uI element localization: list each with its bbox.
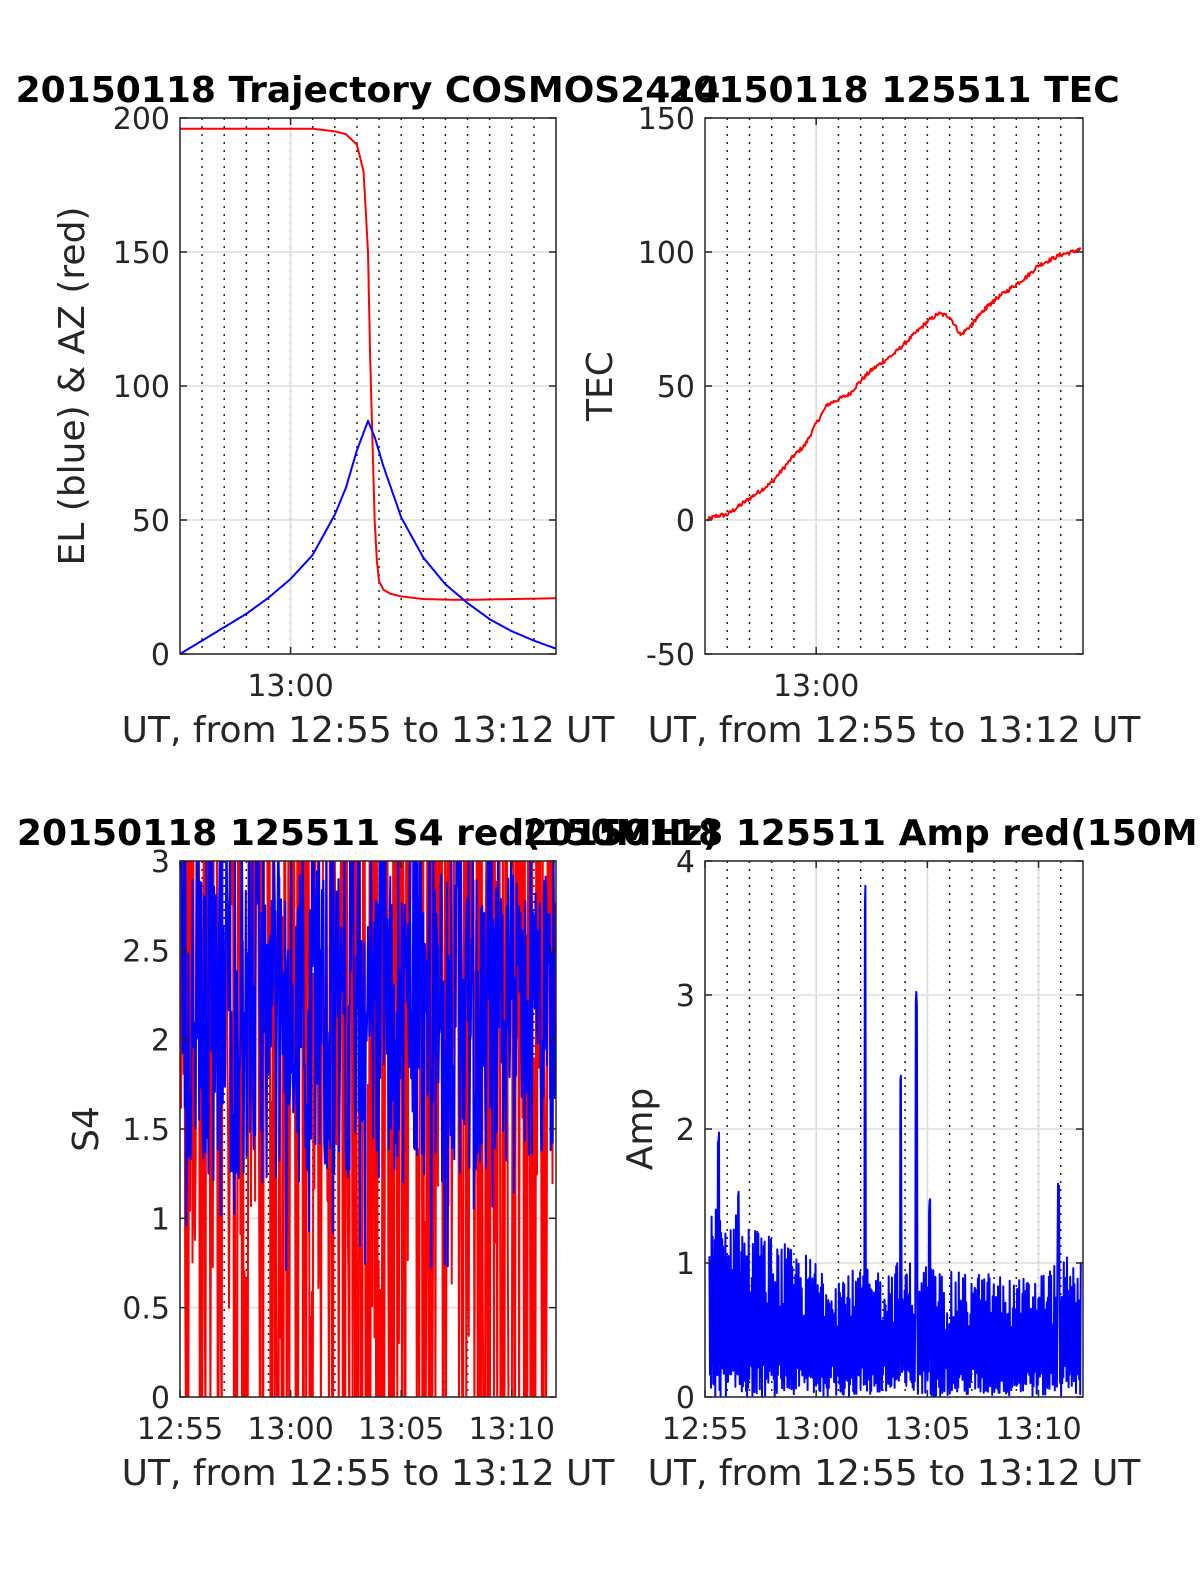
y-tick-label: 200: [113, 102, 170, 137]
y-tick-label: 0: [676, 1381, 695, 1416]
panel-amp: 20150118 125511 Amp red(150MHz) 0 1 2 3 4 12:…: [523, 813, 1200, 1494]
chart-title: 20150118 125511 S4 red(150MHz): [17, 813, 719, 854]
series-line: [180, 127, 556, 601]
y-tick-label: 0.5: [122, 1292, 170, 1327]
y-axis-label: S4: [66, 1106, 107, 1152]
y-tick-label: 50: [132, 504, 170, 539]
y-tick-label: 1: [151, 1202, 170, 1237]
x-axis-label: UT, from 12:55 to 13:12 UT: [122, 710, 616, 751]
chart-title: 20150118 125511 Amp red(150MHz): [523, 813, 1200, 854]
x-axis-label: UT, from 12:55 to 13:12 UT: [648, 710, 1142, 751]
panel-trajectory: 20150118 Trajectory COSMOS2414 0 50 100 150…: [16, 70, 721, 751]
x-tick-label: 13:10: [995, 1412, 1081, 1447]
x-tick-label: 13:00: [247, 1412, 333, 1447]
y-tick-label: 3: [151, 845, 170, 880]
panel-tec: 20150118 125511 TEC -50 0 50 100 150 13:00 UT…: [580, 70, 1141, 751]
x-tick-label: 13:05: [884, 1412, 970, 1447]
x-axis-label: UT, from 12:55 to 13:12 UT: [648, 1453, 1142, 1494]
series-line: [708, 884, 1082, 1397]
y-axis-label: Amp: [620, 1088, 661, 1171]
y-tick-label: 3: [676, 979, 695, 1014]
y-tick-label: 0: [151, 638, 170, 673]
y-axis-label: EL (blue) & AZ (red): [52, 207, 93, 566]
y-tick-label: 50: [657, 370, 695, 405]
y-tick-label: 2: [151, 1024, 170, 1059]
y-tick-label: 1.5: [122, 1113, 170, 1148]
x-tick-label: 13:05: [358, 1412, 444, 1447]
y-tick-label: 2: [676, 1113, 695, 1148]
y-axis-label: TEC: [580, 351, 621, 422]
x-tick-label: 13:00: [773, 1412, 859, 1447]
series-line: [180, 861, 556, 1272]
y-tick-label: 2.5: [122, 934, 170, 969]
x-axis-label: UT, from 12:55 to 13:12 UT: [122, 1453, 616, 1494]
y-tick-label: 4: [676, 845, 695, 880]
chart-title: 20150118 125511 TEC: [668, 70, 1119, 111]
y-tick-label: 150: [113, 236, 170, 271]
y-tick-label: 0: [151, 1381, 170, 1416]
y-tick-label: 100: [638, 236, 695, 271]
series-line: [706, 247, 1082, 522]
y-tick-label: -50: [646, 638, 695, 673]
series-line: [180, 419, 556, 654]
y-tick-label: 0: [676, 504, 695, 539]
chart-title: 20150118 Trajectory COSMOS2414: [16, 70, 721, 111]
x-tick-label: 13:00: [773, 669, 859, 704]
x-tick-label: 12:55: [662, 1412, 748, 1447]
y-tick-label: 100: [113, 370, 170, 405]
x-tick-label: 13:10: [469, 1412, 555, 1447]
x-tick-label: 13:00: [247, 669, 333, 704]
y-tick-label: 1: [676, 1247, 695, 1282]
series-line: [180, 861, 556, 1397]
panel-s4: 20150118 125511 S4 red(150MHz) 0 0.5 1 1.5 2…: [17, 813, 719, 1494]
x-tick-label: 12:55: [137, 1412, 223, 1447]
y-tick-label: 150: [638, 102, 695, 137]
